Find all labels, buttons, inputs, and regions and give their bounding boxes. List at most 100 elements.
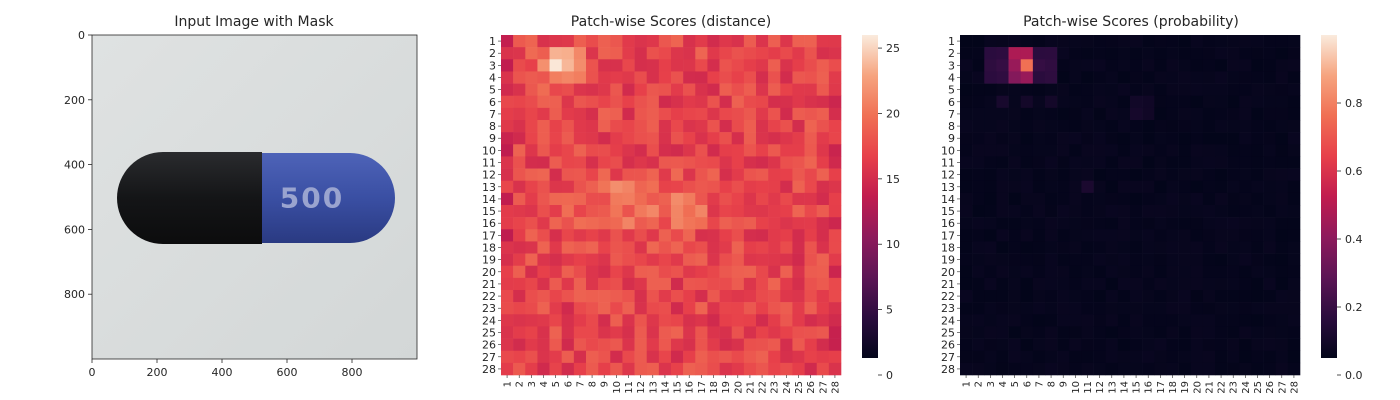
row-tick-label: 24 bbox=[482, 314, 496, 327]
heatmap-cell bbox=[1093, 180, 1107, 194]
heatmap-cell bbox=[1093, 59, 1107, 72]
heatmap-cell bbox=[731, 47, 745, 60]
heatmap-cell bbox=[537, 35, 550, 48]
heatmap-cell bbox=[768, 107, 781, 121]
heatmap-cell bbox=[1105, 290, 1119, 303]
col-tick-label: 2 bbox=[974, 381, 985, 387]
heatmap-cell bbox=[634, 168, 648, 182]
heatmap-cell bbox=[1045, 192, 1058, 206]
heatmap-cell bbox=[1215, 229, 1228, 242]
heatmap-cell bbox=[743, 120, 757, 133]
heatmap-cell bbox=[1142, 192, 1155, 206]
heatmap-cell bbox=[671, 217, 684, 230]
heatmap-cell bbox=[537, 180, 550, 194]
heatmap-cell bbox=[1202, 35, 1216, 48]
heatmap-cell bbox=[743, 277, 757, 291]
heatmap-cell bbox=[960, 120, 973, 133]
heatmap-cell bbox=[501, 302, 514, 315]
heatmap-cell bbox=[972, 362, 985, 376]
heatmap-cell bbox=[1178, 326, 1192, 339]
heatmap-cell bbox=[695, 47, 708, 60]
heatmap-cell bbox=[622, 47, 635, 60]
heatmap-cell bbox=[622, 241, 635, 254]
heatmap-cell bbox=[634, 156, 648, 169]
panel1-title: Input Image with Mask bbox=[174, 14, 334, 30]
heatmap-cell bbox=[804, 83, 818, 97]
heatmap-cell bbox=[1263, 192, 1277, 206]
heatmap-cell bbox=[549, 156, 563, 169]
heatmap-cell bbox=[1190, 314, 1204, 327]
heatmap-cell bbox=[1190, 95, 1204, 109]
heatmap-cell bbox=[1154, 290, 1167, 303]
heatmap-cell bbox=[1251, 35, 1264, 48]
heatmap-cell bbox=[707, 120, 720, 133]
heatmap-cell bbox=[960, 277, 973, 291]
heatmap-cell bbox=[743, 253, 757, 267]
heatmap-cell bbox=[610, 47, 623, 60]
heatmap-cell bbox=[1190, 180, 1204, 194]
heatmap-cell bbox=[1105, 120, 1119, 133]
heatmap-cell bbox=[683, 338, 696, 352]
heatmap-cell bbox=[768, 71, 781, 84]
heatmap-cell bbox=[816, 120, 830, 133]
heatmap-cell bbox=[695, 253, 708, 267]
heatmap-cell bbox=[768, 59, 781, 72]
heatmap-cell bbox=[984, 156, 997, 169]
heatmap-cell bbox=[1105, 338, 1119, 352]
heatmap-cell bbox=[646, 120, 660, 133]
col-tick-label: 4 bbox=[998, 381, 1009, 387]
heatmap-cell bbox=[1227, 83, 1240, 97]
col-tick-label: 21 bbox=[745, 381, 756, 394]
heatmap-cell bbox=[573, 302, 587, 315]
heatmap-cell bbox=[695, 314, 708, 327]
heatmap-cell bbox=[1227, 144, 1240, 157]
heatmap-cell bbox=[1069, 59, 1082, 72]
heatmap-cell bbox=[828, 144, 842, 157]
heatmap-cell bbox=[780, 362, 793, 376]
heatmap-cell bbox=[646, 217, 660, 230]
heatmap-cell bbox=[513, 35, 526, 48]
heatmap-cell bbox=[1008, 59, 1022, 72]
heatmap-cell bbox=[658, 35, 672, 48]
heatmap-cell bbox=[622, 265, 635, 279]
heatmap-cell bbox=[513, 47, 526, 60]
heatmap-cell bbox=[598, 83, 611, 97]
heatmap-cell bbox=[634, 314, 648, 327]
heatmap-cell bbox=[573, 241, 587, 254]
heatmap-cell bbox=[1251, 314, 1264, 327]
heatmap-cell bbox=[1166, 205, 1179, 218]
heatmap-cell bbox=[756, 253, 769, 267]
heatmap-cell bbox=[658, 253, 672, 267]
heatmap-cell bbox=[1032, 338, 1046, 352]
heatmap-cell bbox=[984, 290, 997, 303]
heatmap-cell bbox=[1020, 192, 1034, 206]
heatmap-cell bbox=[816, 107, 830, 121]
heatmap-cell bbox=[695, 71, 708, 84]
heatmap-cell bbox=[792, 362, 805, 376]
heatmap-cell bbox=[756, 168, 769, 182]
heatmap-cell bbox=[719, 217, 733, 230]
heatmap-cell bbox=[525, 253, 538, 267]
heatmap-cell bbox=[816, 265, 830, 279]
heatmap-cell bbox=[1069, 107, 1082, 121]
heatmap-cell bbox=[996, 132, 1009, 145]
heatmap-cell bbox=[768, 350, 781, 364]
heatmap-cell bbox=[1093, 265, 1107, 279]
heatmap-cell bbox=[1105, 265, 1119, 279]
heatmap-cell bbox=[573, 132, 587, 145]
heatmap-cell bbox=[1227, 107, 1240, 121]
heatmap-cell bbox=[1130, 168, 1143, 182]
heatmap-cell bbox=[1275, 95, 1289, 109]
heatmap-cell bbox=[537, 265, 550, 279]
heatmap-cell bbox=[1239, 277, 1252, 291]
heatmap-cell bbox=[549, 205, 563, 218]
heatmap-cell bbox=[622, 59, 635, 72]
col-tick-label: 13 bbox=[648, 381, 659, 394]
heatmap-cell bbox=[792, 71, 805, 84]
row-tick-label: 19 bbox=[941, 254, 955, 267]
heatmap-cell bbox=[816, 277, 830, 291]
heatmap-cell bbox=[1057, 290, 1070, 303]
heatmap-cell bbox=[501, 120, 514, 133]
heatmap-cell bbox=[1032, 265, 1046, 279]
row-tick-label: 23 bbox=[482, 302, 496, 315]
